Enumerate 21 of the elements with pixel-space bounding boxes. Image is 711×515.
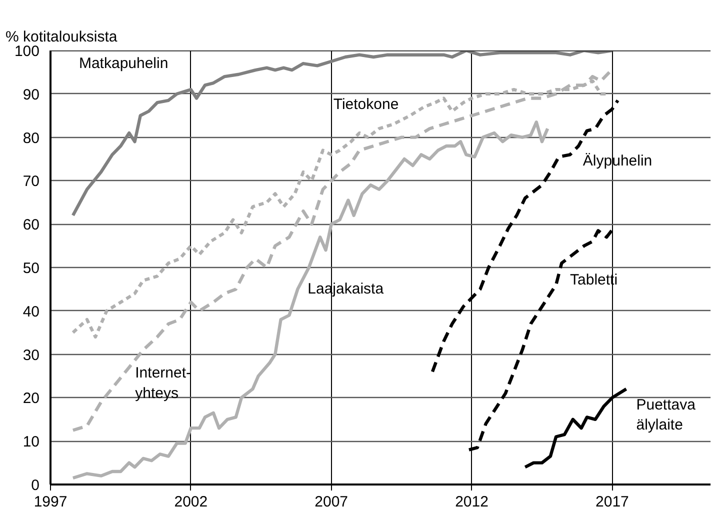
x-tick-label: 2007 [314,494,348,510]
y-tick-label: 50 [22,260,40,277]
x-tick-label: 2017 [596,494,629,510]
y-tick-label: 10 [22,434,40,451]
x-tick-label: 2012 [455,494,488,510]
series-label: Puettava älylaite [636,396,696,434]
y-tick-label: 80 [22,130,40,147]
series-label: Tietokone [333,96,399,114]
x-tick-label: 2002 [174,494,208,510]
y-tick-label: 100 [14,43,40,60]
y-tick-label: 40 [22,303,40,320]
line-series [71,120,550,480]
y-tick-label: 0 [31,477,40,494]
y-tick-label: 60 [22,216,40,234]
y-tick-label: 30 [22,346,40,364]
x-tick-label: 1997 [34,494,68,510]
y-tick-label: 20 [22,390,40,408]
y-axis-title: % kotitalouksista [6,28,118,46]
y-tick-label: 70 [22,173,40,190]
y-tick-label: 90 [22,86,40,104]
series-label: Matkapuhelin [78,54,168,72]
